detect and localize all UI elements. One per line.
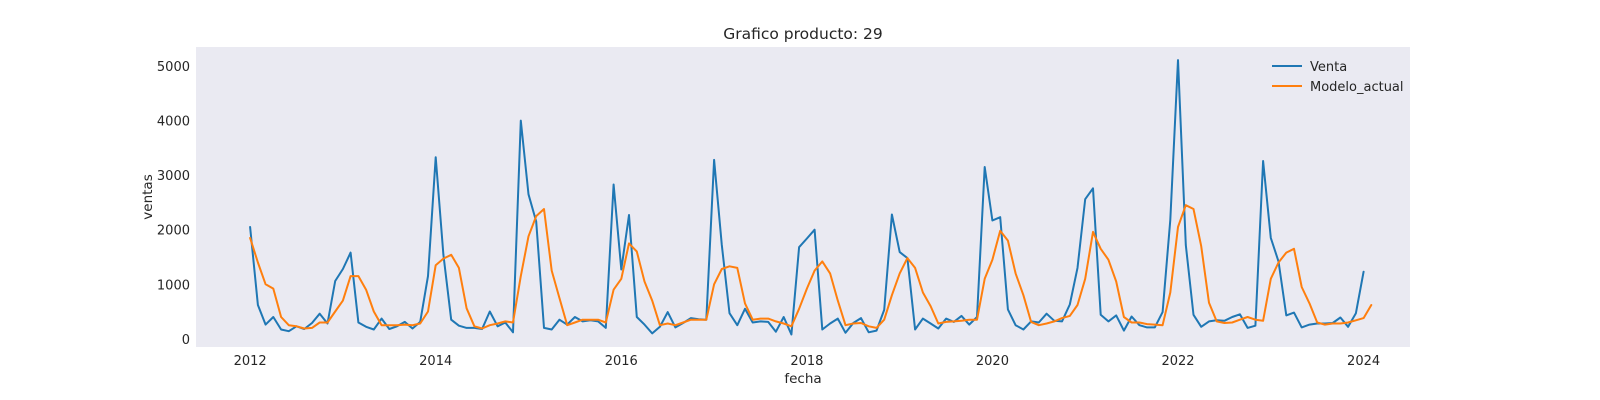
x-tick-label: 2016	[605, 354, 638, 369]
y-tick-label: 0	[182, 333, 190, 348]
x-tick-label: 2024	[1347, 354, 1380, 369]
y-axis-ticks: 0 1000 2000 3000 4000 5000	[157, 60, 190, 348]
series-line-venta	[249, 59, 1365, 336]
y-tick-label: 4000	[157, 115, 190, 130]
x-tick-label: 2020	[976, 354, 1009, 369]
plot-area	[196, 47, 1410, 347]
y-axis-label: ventas	[140, 174, 156, 219]
legend-label-venta: Venta	[1310, 60, 1347, 75]
series-lines	[249, 59, 1373, 336]
x-tick-label: 2022	[1161, 354, 1194, 369]
y-tick-label: 3000	[157, 169, 190, 184]
legend: Venta Modelo_actual	[1272, 60, 1404, 95]
x-tick-label: 2014	[419, 354, 452, 369]
legend-label-modelo-actual: Modelo_actual	[1310, 80, 1404, 95]
y-tick-label: 5000	[157, 60, 190, 75]
series-line-modelo-actual	[249, 204, 1373, 330]
x-axis-label: fecha	[784, 371, 821, 387]
x-tick-label: 2012	[234, 354, 267, 369]
y-tick-label: 2000	[157, 224, 190, 239]
x-tick-label: 2018	[790, 354, 823, 369]
y-tick-label: 1000	[157, 278, 190, 293]
legend-item-venta: Venta	[1272, 60, 1347, 75]
legend-item-modelo-actual: Modelo_actual	[1272, 80, 1404, 95]
x-axis-ticks: 2012 2014 2016 2018 2020 2022 2024	[234, 354, 1381, 369]
chart-title: Grafico producto: 29	[723, 25, 883, 43]
